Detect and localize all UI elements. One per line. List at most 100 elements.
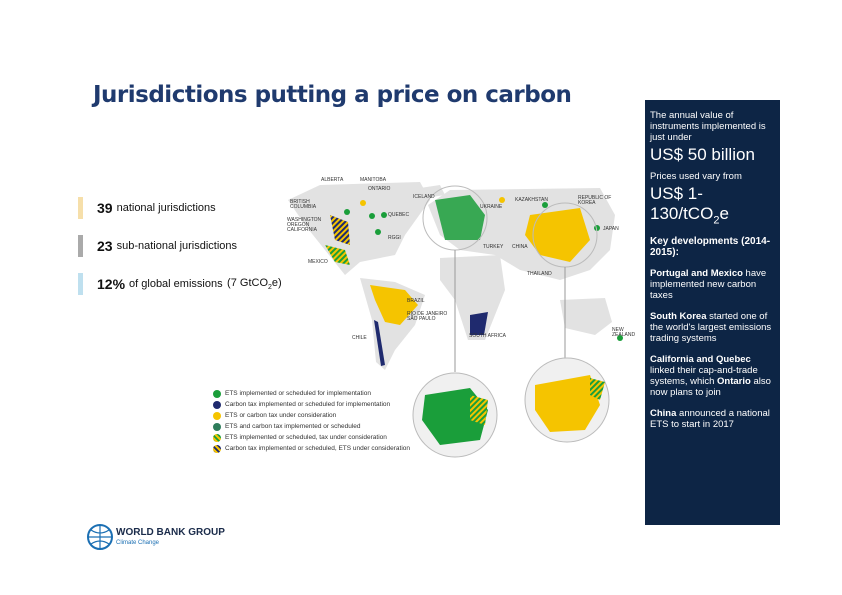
map-label: BRITISH COLUMBIA: [290, 199, 317, 210]
stat-number: 12%: [97, 276, 126, 292]
map-label: UKRAINE: [480, 204, 503, 210]
sidebar-value: US$ 1-130/tCO2e: [650, 184, 776, 230]
legend-text: ETS implemented or scheduled for impleme…: [225, 390, 371, 397]
development: South Korea started one of the world's l…: [650, 311, 776, 344]
sidebar-heading: Key developments (2014-2015):: [650, 236, 771, 259]
sidebar-value: US$ 50 billion: [650, 145, 755, 164]
sidebar: The annual value of instruments implemen…: [645, 100, 780, 525]
stat-extra: (7 GtCO2e): [227, 277, 282, 291]
swatch: [213, 422, 221, 431]
map-label: WASHINGTON OREGON CALIFORNIA: [287, 217, 322, 233]
map-label: MEXICO: [308, 259, 328, 265]
stat: 39 national jurisdictions: [78, 197, 216, 219]
stat: 12% of global emissions (7 GtCO2e): [78, 273, 282, 295]
swatch: [213, 400, 221, 409]
map-label: RIO DE JANEIRO SÃO PAULO: [407, 311, 448, 322]
china: [525, 208, 590, 262]
province: [381, 212, 387, 218]
map-label: CHILE: [352, 335, 367, 341]
legend-text: Carbon tax implemented or scheduled, ETS…: [225, 445, 410, 452]
mexico: [325, 245, 350, 265]
stat-text: of global emissions: [129, 278, 223, 290]
map-label: ALBERTA: [321, 177, 344, 183]
map-label: CHINA: [512, 244, 528, 250]
map-label: ICELAND: [413, 194, 435, 200]
chile: [374, 320, 385, 366]
logo-name: WORLD BANK GROUP: [116, 527, 225, 538]
province: [369, 213, 375, 219]
swatch: [213, 389, 221, 398]
europe: [435, 195, 485, 240]
province: [360, 200, 366, 206]
text: Ontario: [717, 376, 751, 388]
map-label: NEW ZEALAND: [612, 327, 636, 338]
text: South Korea: [650, 311, 707, 323]
text: (7 GtCO: [227, 276, 268, 289]
brazil: [370, 285, 418, 325]
europe-zoom-part: [470, 395, 488, 425]
text: e: [719, 204, 729, 223]
text: California and Quebec: [650, 354, 751, 366]
logo-sub: Climate Change: [116, 540, 160, 546]
province: [344, 209, 350, 215]
development: Portugal and Mexico have implemented new…: [650, 268, 776, 301]
map-label: THAILAND: [527, 271, 552, 277]
text: have implemented new carbon taxes: [650, 268, 767, 302]
new-zealand: [617, 335, 623, 341]
logo-globe: [87, 524, 113, 550]
korea-zoom: [590, 378, 605, 400]
ukraine: [499, 197, 505, 203]
text: e): [271, 276, 282, 289]
development: China announced a national ETS to start …: [650, 408, 776, 430]
map-label: KAZAKHSTAN: [515, 197, 548, 203]
legend-item: Carbon tax implemented or scheduled for …: [213, 399, 410, 410]
text: 2: [713, 214, 720, 227]
sidebar-text: The annual value of instruments implemen…: [650, 110, 766, 143]
legend-item: ETS implemented or scheduled for impleme…: [213, 388, 410, 399]
china-zoom: [535, 375, 600, 432]
development: California and Quebec linked their cap-a…: [650, 354, 776, 398]
legend-text: ETS implemented or scheduled, tax under …: [225, 434, 387, 441]
map-label: TURKEY: [483, 244, 504, 250]
text: China: [650, 408, 677, 420]
map-label: REPUBLIC OF KOREA: [578, 195, 612, 206]
legend-item: Carbon tax implemented or scheduled, ETS…: [213, 443, 410, 454]
text: started one of the world's largest emiss…: [650, 311, 772, 345]
sidebar-text: Prices used vary from: [650, 171, 742, 182]
map-label: BRAZIL: [407, 298, 425, 304]
text: announced a national ETS to start in 201…: [650, 408, 770, 431]
map-label: ONTARIO: [368, 186, 391, 192]
legend-text: ETS or carbon tax under consideration: [225, 412, 337, 419]
swatch: [213, 411, 221, 420]
legend-text: Carbon tax implemented or scheduled for …: [225, 401, 391, 408]
map-label: JAPAN: [603, 226, 619, 232]
legend: ETS implemented or scheduled for impleme…: [213, 388, 410, 454]
text: 2: [268, 284, 272, 292]
province: [375, 229, 381, 235]
stat-text: sub-national jurisdictions: [116, 240, 238, 252]
legend-item: ETS and carbon tax implemented or schedu…: [213, 421, 410, 432]
legend-text: ETS and carbon tax implemented or schedu…: [225, 423, 361, 430]
legend-item: ETS or carbon tax under consideration: [213, 410, 410, 421]
stat-number: 39: [97, 200, 113, 216]
stat-number: 23: [97, 238, 113, 254]
kazakhstan: [542, 202, 548, 208]
swatch: [213, 433, 221, 442]
swatch: [213, 444, 221, 453]
text: linked their cap-and-trade systems, whic…: [650, 365, 758, 388]
map-label: MANITOBA: [360, 177, 387, 183]
south-africa: [470, 312, 488, 335]
text: US$ 1-130/tCO: [650, 184, 714, 223]
map-label: SOUTH AFRICA: [469, 333, 506, 339]
map-label: QUEBEC: [388, 212, 410, 218]
us-west: [330, 215, 350, 245]
legend-item: ETS implemented or scheduled, tax under …: [213, 432, 410, 443]
stat-text: national jurisdictions: [116, 202, 216, 214]
stat: 23 sub-national jurisdictions: [78, 235, 237, 257]
text: Portugal and Mexico: [650, 268, 743, 280]
text: also now plans to join: [650, 376, 771, 399]
title: Jurisdictions putting a price on carbon: [93, 82, 572, 108]
map-label: RGGI: [388, 235, 401, 241]
